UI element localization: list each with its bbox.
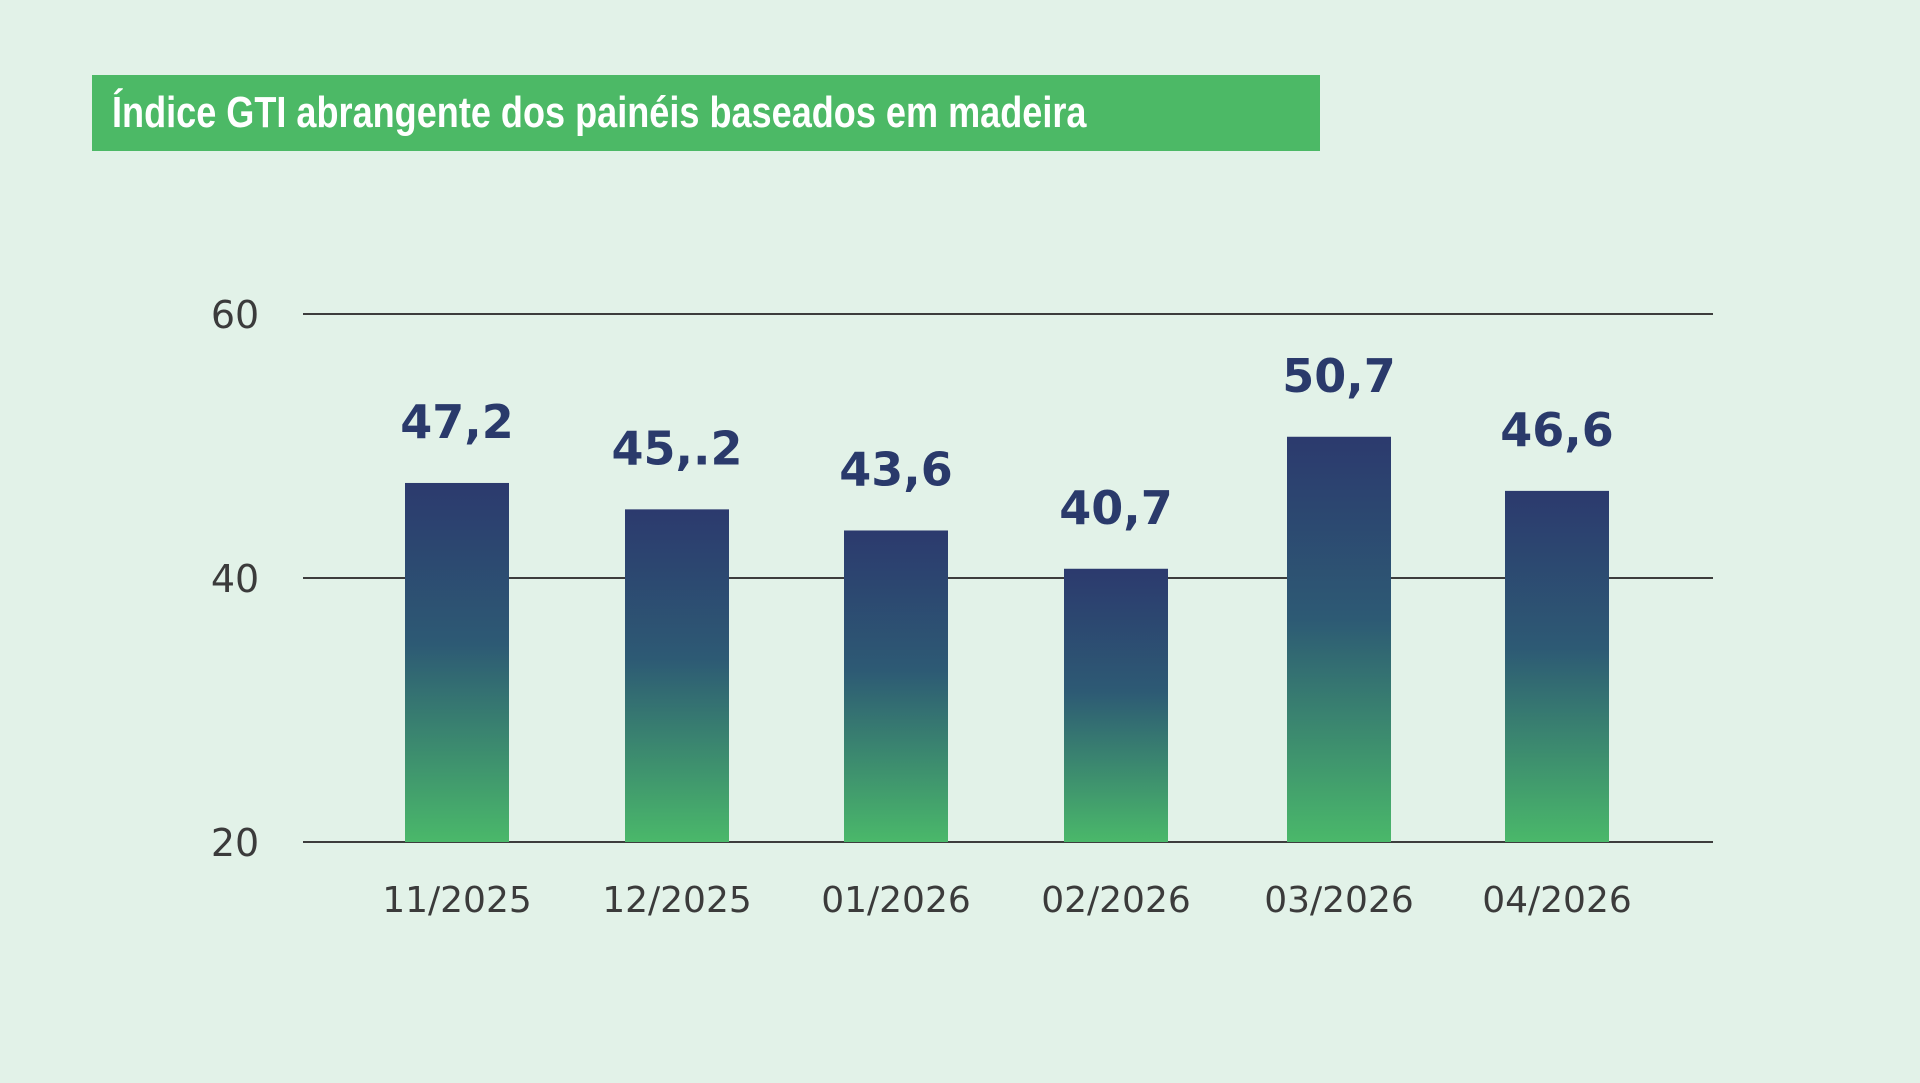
y-tick-label: 20 xyxy=(211,821,259,865)
bar xyxy=(1064,568,1168,842)
x-tick-label: 11/2025 xyxy=(382,880,532,921)
bar-value-label: 45,.2 xyxy=(612,421,743,475)
bar-value-label: 47,2 xyxy=(400,395,514,449)
x-tick-label: 04/2026 xyxy=(1482,880,1632,921)
bar xyxy=(844,530,948,842)
x-tick-label: 02/2026 xyxy=(1041,880,1191,921)
bar xyxy=(1287,436,1391,842)
chart-title: Índice GTI abrangente dos painéis basead… xyxy=(112,88,1087,137)
bar xyxy=(625,509,729,842)
x-tick-label: 12/2025 xyxy=(602,880,752,921)
y-tick-label: 40 xyxy=(211,557,259,601)
bar-value-label: 46,6 xyxy=(1500,403,1614,457)
x-tick-label: 01/2026 xyxy=(821,880,971,921)
x-tick-label: 03/2026 xyxy=(1264,880,1414,921)
y-tick-label: 60 xyxy=(211,293,259,337)
bar xyxy=(1505,490,1609,842)
bar xyxy=(405,482,509,842)
chart-title-box: Índice GTI abrangente dos painéis basead… xyxy=(92,75,1321,151)
bar-value-label: 43,6 xyxy=(839,442,953,496)
bar-value-label: 50,7 xyxy=(1282,349,1396,403)
bar-value-label: 40,7 xyxy=(1059,481,1173,535)
